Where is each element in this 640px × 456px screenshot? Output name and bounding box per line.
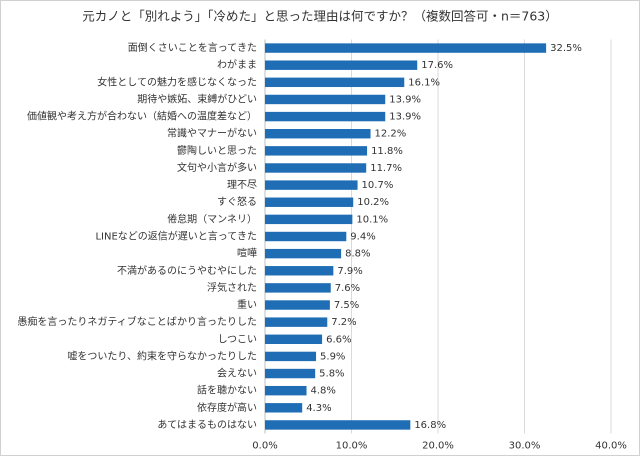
bar — [265, 77, 405, 88]
y-tick-label: 理不尽 — [227, 179, 257, 191]
value-label: 6.6% — [326, 334, 351, 345]
y-tick-label: 依存度が高い — [197, 401, 257, 414]
y-tick-label: 話を聴かない — [197, 384, 257, 397]
value-label: 7.5% — [334, 300, 359, 311]
y-tick-label: 価値観や考え方が合わない（結婚への温度差など） — [27, 110, 257, 123]
chart-title: 元カノと「別れよう」「冷めた」と思った理由は何ですか？（複数回答可・n＝763） — [82, 9, 558, 24]
bar — [265, 180, 358, 190]
value-label: 16.8% — [414, 420, 446, 431]
bar — [265, 248, 342, 259]
value-label: 10.1% — [356, 214, 388, 225]
y-tick-label: 女性としての魅力を感じなくなった — [97, 75, 257, 88]
x-tick-label: 20.0% — [422, 441, 454, 452]
y-tick-label: 鬱陶しいと思った — [177, 144, 257, 157]
x-tick-label: 30.0% — [509, 441, 541, 452]
value-label: 12.2% — [375, 129, 407, 140]
value-label: 13.9% — [389, 94, 421, 105]
value-label: 7.2% — [331, 317, 356, 328]
bar — [265, 334, 323, 344]
y-tick-label: 文句や小言が多い — [177, 161, 257, 174]
y-tick-label: 会えない — [217, 367, 257, 380]
bar — [265, 317, 328, 327]
value-label: 5.9% — [320, 351, 345, 362]
value-label: 8.8% — [345, 249, 370, 260]
bar — [265, 385, 307, 396]
value-label: 17.6% — [421, 60, 453, 71]
value-label: 9.4% — [350, 232, 375, 243]
y-tick-label: LINEなどの返信が遅いと言ってきた — [95, 230, 257, 243]
value-label: 7.6% — [335, 283, 360, 294]
bar — [265, 368, 316, 379]
value-label: 10.2% — [357, 197, 389, 208]
y-tick-label: すぐ怒る — [217, 195, 257, 208]
bar — [265, 163, 367, 173]
value-label: 7.9% — [337, 266, 362, 277]
bar — [265, 111, 386, 122]
y-tick-label: 愚痴を言ったりネガティブなことばかり言ったりした — [17, 315, 257, 328]
x-tick-label: 10.0% — [336, 441, 368, 452]
y-tick-label: 倦怠期（マンネリ） — [167, 212, 257, 225]
bar — [265, 43, 547, 53]
x-tick-label: 0.0% — [252, 441, 277, 452]
y-tick-label: 喧嘩 — [237, 247, 257, 260]
value-label: 32.5% — [550, 43, 582, 54]
bar — [265, 266, 334, 276]
value-label: 11.8% — [371, 146, 403, 157]
bar — [265, 94, 386, 105]
bar — [265, 351, 317, 362]
bar — [265, 300, 330, 310]
value-label: 11.7% — [370, 163, 402, 174]
value-label: 13.9% — [389, 112, 421, 123]
bar — [265, 283, 331, 293]
value-label: 16.1% — [408, 77, 440, 88]
y-tick-label: あてはまるものはない — [157, 419, 257, 431]
y-tick-label: 重い — [237, 298, 257, 311]
y-tick-label: 嘘をついたり、約束を守らなかったりした — [67, 349, 257, 362]
y-tick-label: しつこい — [218, 333, 257, 345]
value-label: 4.8% — [311, 386, 336, 397]
bar — [265, 197, 354, 207]
bar — [265, 129, 371, 139]
value-label: 10.7% — [362, 180, 394, 191]
y-tick-label: 浮気された — [207, 281, 257, 294]
bar — [265, 231, 347, 242]
bar — [265, 146, 368, 156]
value-label: 4.3% — [306, 403, 331, 414]
y-tick-label: 常識やマナーがない — [167, 127, 257, 140]
y-tick-label: 不満があるのにうやむやにした — [117, 264, 257, 277]
x-tick-label: 40.0% — [595, 441, 627, 452]
y-tick-label: わがまま — [217, 58, 257, 71]
bar — [265, 214, 353, 225]
y-tick-label: 面倒くさいことを言ってきた — [128, 41, 257, 54]
value-label: 5.8% — [319, 369, 344, 380]
bar — [265, 420, 411, 430]
bar — [265, 60, 418, 70]
y-tick-label: 期待や嫉妬、束縛がひどい — [137, 92, 257, 105]
bar — [265, 403, 303, 413]
